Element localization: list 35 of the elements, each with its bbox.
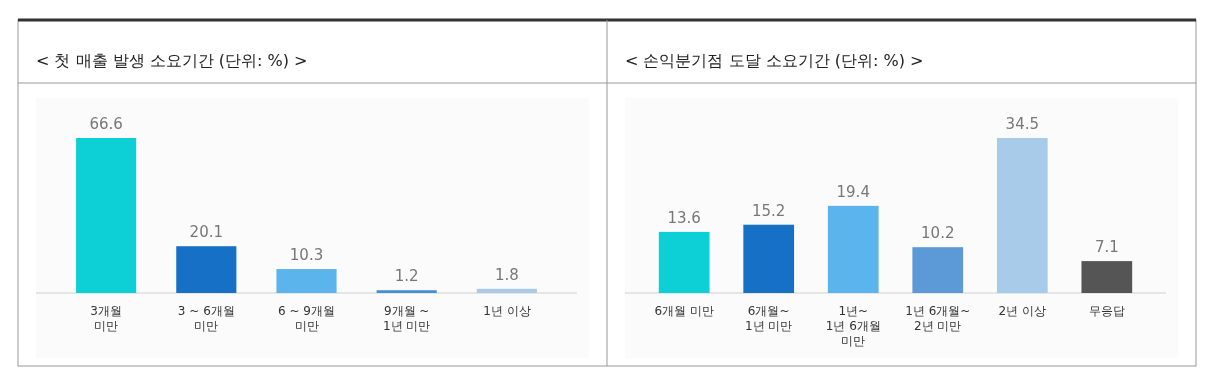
x-tick-label: 1년~ 1년 6개월 미만 (825, 304, 881, 348)
bar (476, 288, 537, 293)
data-label: 1.8 (494, 265, 519, 284)
x-tick-label: 1년 6개월~ 2년 미만 (905, 304, 971, 333)
x-tick-label: 1년 이상 (483, 304, 531, 318)
x-tick-label: 9개월 ~ 1년 미만 (382, 304, 431, 333)
bar (276, 269, 337, 293)
data-label: 10.3 (289, 246, 324, 265)
data-label: 15.2 (752, 201, 786, 220)
data-label: 66.6 (89, 115, 123, 133)
bar (1081, 261, 1133, 293)
data-label: 34.5 (1005, 115, 1039, 133)
data-label: 7.1 (1094, 238, 1119, 257)
data-label: 1.2 (394, 267, 419, 286)
bar (176, 246, 237, 293)
data-label: 13.6 (667, 208, 701, 227)
bar (912, 247, 964, 293)
data-label: 10.2 (921, 224, 955, 243)
chart-title: < 첫 매출 발생 소요기간 (단위: %) > (36, 51, 308, 70)
bar (827, 205, 879, 293)
bar (658, 231, 710, 293)
data-label: 20.1 (189, 223, 224, 242)
x-tick-label: 3개월 미만 (90, 304, 122, 333)
x-tick-label: 6 ~ 9개월 미만 (278, 304, 335, 333)
x-tick-label: 무응답 (1088, 304, 1125, 318)
bar (76, 138, 137, 293)
x-tick-label: 6개월~ 1년 미만 (744, 304, 793, 333)
data-label: 19.4 (836, 182, 870, 201)
bar (743, 224, 795, 293)
bar (376, 290, 437, 293)
x-tick-label: 2년 이상 (998, 304, 1047, 318)
chart-title: < 손익분기점 도달 소요기간 (단위: %) > (625, 51, 924, 70)
x-tick-label: 3 ~ 6개월 미만 (177, 304, 235, 333)
bar (996, 138, 1048, 293)
x-tick-label: 6개월 미만 (654, 304, 714, 318)
